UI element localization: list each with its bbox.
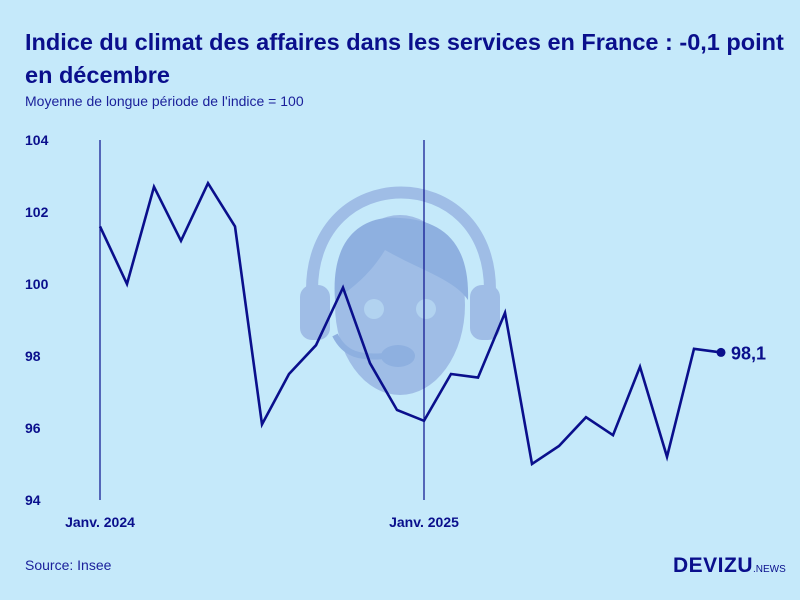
y-tick-label: 96	[25, 420, 41, 436]
last-point-marker	[716, 347, 726, 357]
call-center-headset-icon	[300, 186, 500, 395]
x-tick-label: Janv. 2025	[389, 514, 459, 530]
logo-suffix: .NEWS	[753, 564, 786, 575]
source-note: Source: Insee	[25, 557, 112, 573]
y-tick-label: 94	[25, 492, 41, 508]
last-point-label: 98,1	[731, 343, 766, 363]
y-tick-label: 100	[25, 276, 49, 292]
x-tick-label: Janv. 2024	[65, 514, 135, 530]
devizu-logo: DEVIZU.NEWS	[673, 554, 786, 578]
chart-subtitle: Moyenne de longue période de l'indice = …	[25, 93, 304, 109]
chart-title: Indice du climat des affaires dans les s…	[25, 29, 784, 88]
logo-main: DEVIZU	[673, 554, 754, 577]
series-line	[98, 180, 722, 467]
y-tick-label: 104	[25, 132, 49, 148]
y-tick-label: 98	[25, 348, 41, 364]
y-tick-label: 102	[25, 204, 49, 220]
